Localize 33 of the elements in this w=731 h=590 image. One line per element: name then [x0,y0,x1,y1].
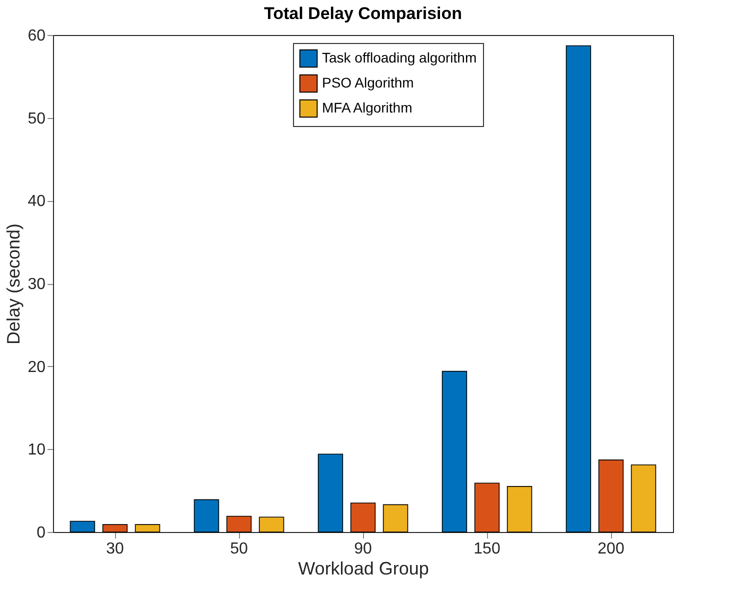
x-tick-label: 150 [474,540,500,558]
legend-label: MFA Algorithm [322,100,412,116]
legend-label: PSO Algorithm [322,74,414,90]
x-axis-title: Workload Group [298,558,429,578]
bar [442,370,468,532]
bar [134,524,160,532]
bar [350,502,376,532]
bar [474,482,500,532]
y-tick-label: 30 [28,276,46,293]
bar [194,499,220,532]
x-tick-label: 200 [598,540,624,558]
bar [382,504,408,532]
bar [70,520,96,532]
bar [226,516,252,532]
y-tick-label: 20 [28,358,46,376]
bar [566,45,592,532]
y-tick-label: 10 [28,442,46,459]
x-tick-label: 30 [106,540,124,558]
bar [318,454,344,532]
x-tick-label: 50 [230,540,248,558]
bar [598,460,624,532]
bar [258,516,284,532]
y-tick-label: 50 [28,110,46,128]
bar [630,464,656,532]
y-tick-label: 60 [28,28,46,44]
bar [506,486,532,532]
y-tick-label: 0 [36,524,46,542]
y-tick-label: 40 [28,193,46,210]
legend-label: Task offloading algorithm [322,50,477,66]
y-axis-title: Delay (second) [4,223,24,345]
x-tick-label: 90 [354,540,372,558]
bar [102,524,128,532]
chart-title: Total Delay Comparision [264,4,462,23]
